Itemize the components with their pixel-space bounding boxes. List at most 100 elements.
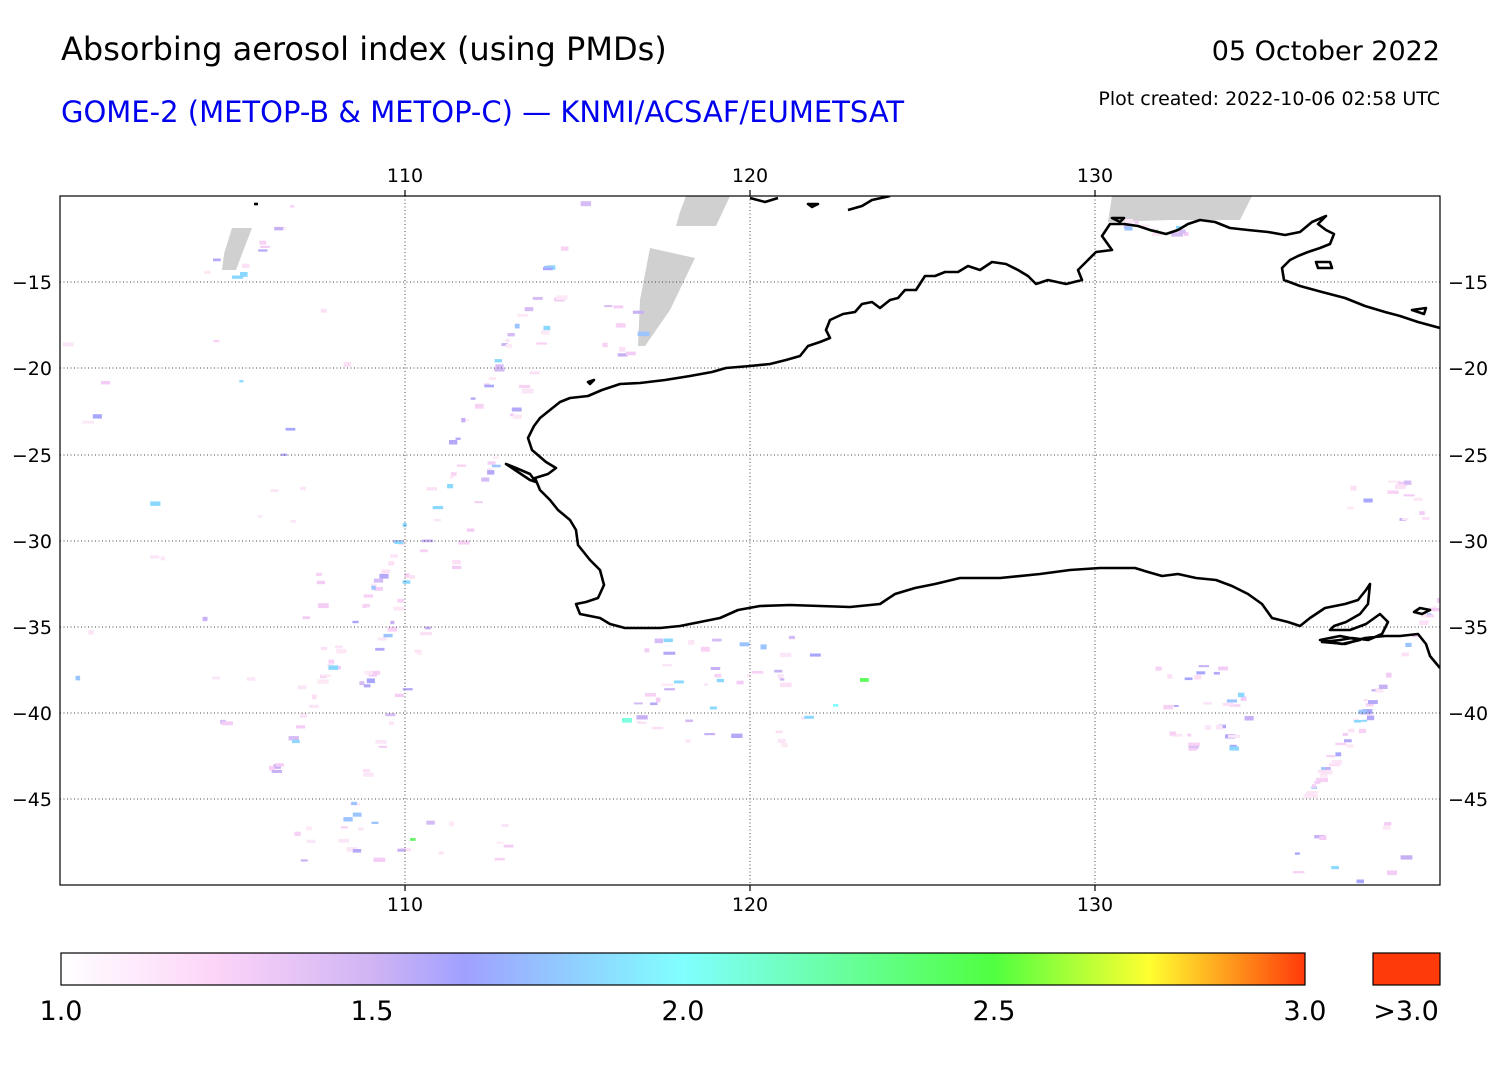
lon-tick-labels-bottom: 110 120 130 xyxy=(387,894,1113,916)
aerosol-pixel xyxy=(364,670,373,675)
aerosol-pixel xyxy=(1436,598,1440,603)
aerosol-pixel xyxy=(1170,733,1183,737)
aerosol-pixel xyxy=(306,839,316,843)
aerosol-pixel xyxy=(449,475,454,479)
aerosol-pixel xyxy=(1368,700,1378,705)
aerosol-pixel xyxy=(433,518,441,522)
aerosol-pixel xyxy=(663,651,676,655)
aerosol-pixel xyxy=(1358,728,1366,734)
lat-tick-labels-right: −15 −20 −25 −30 −35 −40 −45 xyxy=(1448,272,1488,811)
aerosol-pixel xyxy=(449,821,455,827)
aerosol-pixel xyxy=(271,769,283,773)
aerosol-pixel xyxy=(320,646,327,651)
aerosol-pixel xyxy=(484,384,494,388)
colorbar-gradient xyxy=(60,952,1306,986)
aerosol-pixel xyxy=(311,694,317,700)
lat-tick-label: −40 xyxy=(1448,703,1488,725)
aerosol-pixel xyxy=(1226,699,1237,703)
aerosol-pixel xyxy=(1155,666,1162,671)
aerosol-pixel xyxy=(1405,642,1412,647)
aerosol-pixel xyxy=(318,603,329,609)
aerosol-pixel xyxy=(494,857,505,861)
aerosol-pixel xyxy=(150,555,160,559)
lat-tick-label: −35 xyxy=(12,617,52,639)
aerosol-pixel xyxy=(1413,497,1423,501)
aerosol-pixel xyxy=(55,502,60,506)
aerosol-pixel xyxy=(92,414,102,419)
aerosol-pixel xyxy=(390,620,395,625)
map-title: Absorbing aerosol index (using PMDs) xyxy=(61,30,667,68)
aerosol-pixel xyxy=(1194,675,1202,680)
aerosol-pixel xyxy=(474,501,483,504)
aerosol-pixel xyxy=(781,743,788,748)
aerosol-pixel xyxy=(362,769,370,772)
aerosol-pixel xyxy=(397,598,404,603)
aerosol-pixel xyxy=(308,704,319,708)
aerosol-pixel xyxy=(300,859,308,862)
aerosol-pixel xyxy=(714,673,722,678)
aerosol-pixel xyxy=(280,453,287,456)
aerosol-pixel xyxy=(297,685,307,690)
small-island xyxy=(1110,216,1126,224)
no-data-patch xyxy=(676,196,730,226)
aerosol-pixel xyxy=(511,407,522,412)
lon-tick-label: 130 xyxy=(1077,165,1113,187)
timor-island-west xyxy=(749,196,779,204)
aerosol-pixel xyxy=(1187,733,1192,737)
aerosol-pixel xyxy=(1382,825,1391,830)
aerosol-pixel xyxy=(524,307,534,312)
aerosol-pixel xyxy=(1229,746,1239,751)
aerosol-pixel xyxy=(1387,490,1399,494)
aerosol-pixel xyxy=(1179,229,1186,234)
aerosol-pixel xyxy=(290,520,297,523)
aerosol-pixel xyxy=(637,331,650,337)
aerosol-pixel xyxy=(470,397,476,400)
aerosol-pixel xyxy=(1173,705,1179,707)
aerosol-pixel xyxy=(424,626,431,630)
aerosol-pixel xyxy=(632,310,644,314)
aerosol-pixel xyxy=(258,249,268,252)
aerosol-pixel xyxy=(519,384,531,388)
colorbar-tick-label: 2.5 xyxy=(973,996,1016,1027)
aerosol-pixel xyxy=(426,820,435,825)
aerosol-pixel xyxy=(1404,480,1412,485)
aerosol-pixel xyxy=(1403,494,1415,497)
aerosol-pixel xyxy=(352,849,362,853)
aerosol-pixel xyxy=(328,659,335,664)
aerosol-pixel xyxy=(580,201,592,207)
aerosol-pixel xyxy=(1342,733,1349,736)
aerosol-pixel xyxy=(1314,780,1321,784)
aerosol-pixel xyxy=(505,344,512,348)
aerosol-pixel xyxy=(400,848,411,852)
aerosol-pixel xyxy=(373,857,386,862)
aerosol-pixel xyxy=(529,371,540,375)
kangaroo-island xyxy=(1318,634,1362,646)
aerosol-pixel xyxy=(150,501,161,506)
lat-tick-label: −45 xyxy=(12,789,52,811)
aerosol-pixel xyxy=(335,645,343,649)
aerosol-pixel xyxy=(357,827,364,831)
aerosol-pixel xyxy=(788,635,795,640)
aerosol-speckles xyxy=(55,201,1440,884)
aerosol-pixel xyxy=(374,586,383,591)
aerosol-pixel xyxy=(269,765,275,771)
lon-tick-label: 110 xyxy=(387,894,423,916)
aerosol-pixel xyxy=(288,736,299,741)
aerosol-pixel xyxy=(366,678,375,684)
aerosol-pixel xyxy=(294,831,301,836)
aerosol-pixel xyxy=(1171,232,1183,237)
aerosol-pixel xyxy=(747,674,752,678)
aerosol-pixel xyxy=(1134,220,1139,224)
aerosol-pixel xyxy=(521,388,534,394)
aerosol-pixel xyxy=(461,417,466,423)
aerosol-pixel xyxy=(394,693,404,697)
aerosol-pixel xyxy=(1167,674,1173,679)
aerosol-pixel xyxy=(1169,731,1176,736)
aerosol-pixel xyxy=(321,674,331,677)
aerosol-pixel xyxy=(1353,718,1359,722)
aerosol-pixel xyxy=(804,715,814,719)
lat-tick-label: −20 xyxy=(12,358,52,380)
aerosol-pixel xyxy=(1426,613,1432,616)
coastline xyxy=(254,196,1440,669)
aerosol-pixel xyxy=(556,295,568,300)
